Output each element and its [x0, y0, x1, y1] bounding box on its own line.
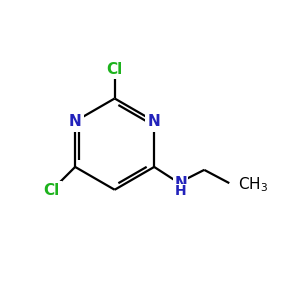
- Text: H: H: [175, 184, 187, 198]
- Text: CH$_3$: CH$_3$: [238, 175, 268, 194]
- Text: Cl: Cl: [106, 61, 123, 76]
- Text: N: N: [148, 114, 161, 129]
- Text: N: N: [69, 114, 82, 129]
- Text: N: N: [174, 176, 187, 190]
- Text: Cl: Cl: [44, 183, 60, 198]
